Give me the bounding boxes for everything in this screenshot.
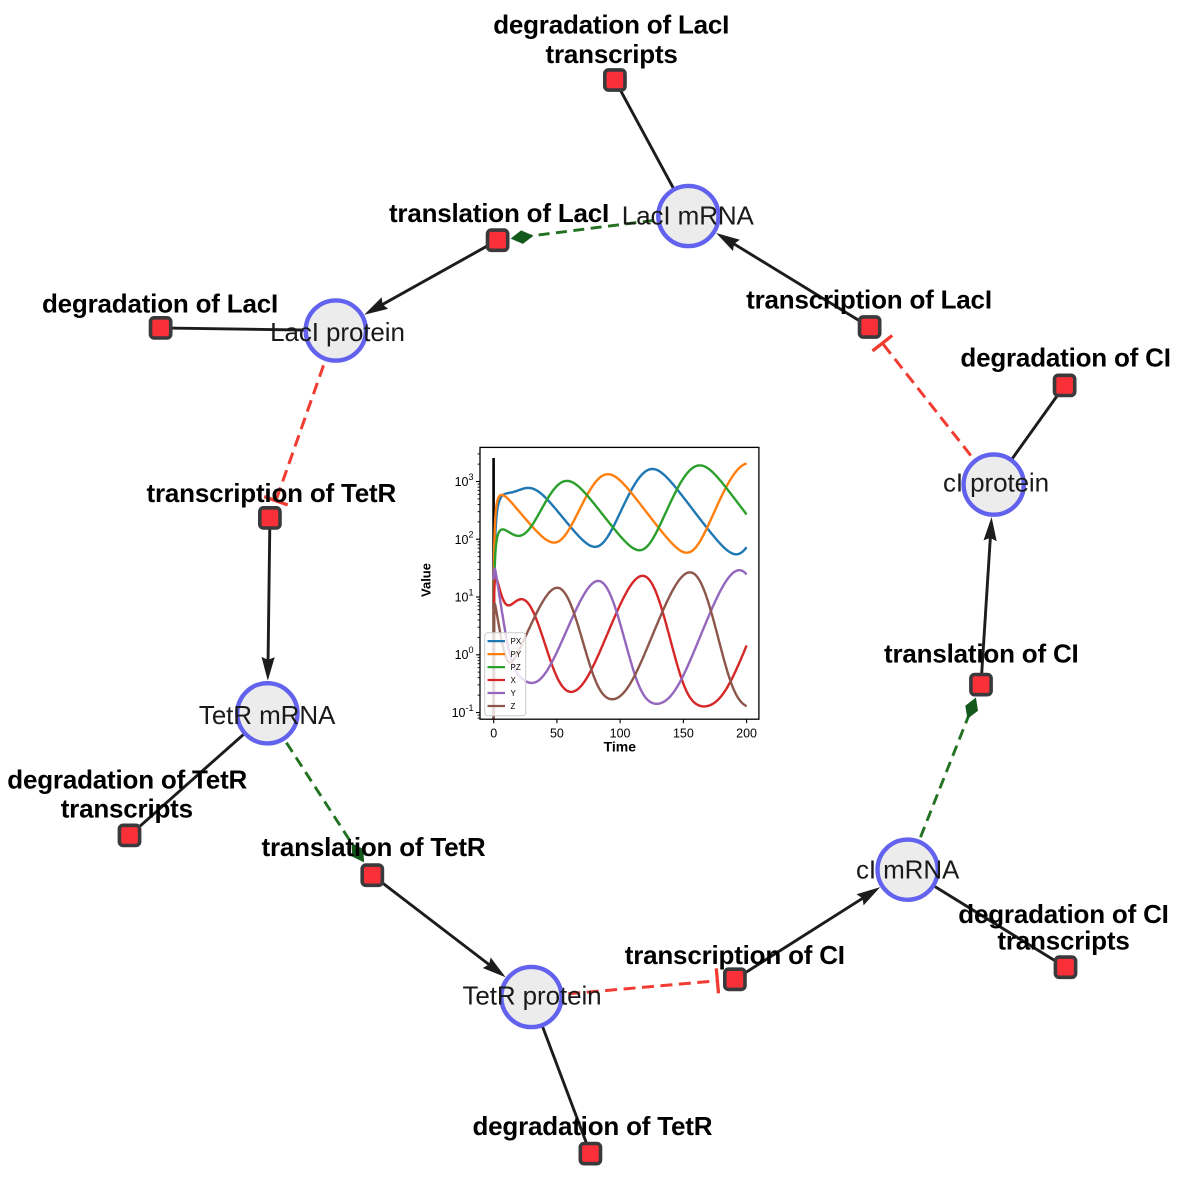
svg-text:150: 150 — [673, 727, 694, 741]
svg-text:0: 0 — [490, 727, 497, 741]
svg-text:Z: Z — [511, 702, 516, 711]
svg-text:100: 100 — [610, 727, 631, 741]
svg-text:translation of LacI: translation of LacI — [389, 198, 609, 228]
svg-text:transcripts: transcripts — [61, 793, 193, 823]
svg-text:transcripts: transcripts — [546, 39, 678, 69]
svg-text:degradation of CI: degradation of CI — [960, 343, 1170, 373]
svg-text:degradation of TetR: degradation of TetR — [7, 765, 247, 795]
svg-text:transcripts: transcripts — [997, 925, 1129, 955]
svg-text:Time: Time — [604, 739, 637, 755]
svg-text:X: X — [511, 676, 517, 685]
svg-text:translation of CI: translation of CI — [884, 639, 1079, 669]
svg-text:degradation of LacI: degradation of LacI — [42, 289, 278, 319]
svg-text:LacI protein: LacI protein — [270, 317, 405, 347]
svg-text:50: 50 — [550, 727, 564, 741]
svg-text:transcription of LacI: transcription of LacI — [746, 284, 992, 314]
svg-text:transcription of CI: transcription of CI — [625, 940, 845, 970]
svg-text:cI mRNA: cI mRNA — [856, 854, 960, 884]
svg-text:cI protein: cI protein — [943, 468, 1049, 498]
svg-text:degradation of TetR: degradation of TetR — [472, 1111, 712, 1141]
svg-text:transcription of TetR: transcription of TetR — [147, 478, 397, 508]
svg-text:PX: PX — [511, 637, 522, 646]
svg-text:Y: Y — [511, 689, 517, 698]
svg-text:degradation of LacI: degradation of LacI — [493, 9, 729, 39]
svg-text:TetR protein: TetR protein — [463, 980, 602, 1010]
svg-text:degradation of CI: degradation of CI — [958, 899, 1168, 929]
svg-text:translation of TetR: translation of TetR — [262, 832, 486, 862]
svg-text:TetR mRNA: TetR mRNA — [199, 700, 336, 730]
svg-text:200: 200 — [736, 727, 757, 741]
svg-text:PZ: PZ — [511, 663, 521, 672]
svg-text:Value: Value — [419, 563, 434, 597]
svg-text:PY: PY — [511, 650, 522, 659]
svg-text:LacI mRNA: LacI mRNA — [622, 201, 755, 231]
